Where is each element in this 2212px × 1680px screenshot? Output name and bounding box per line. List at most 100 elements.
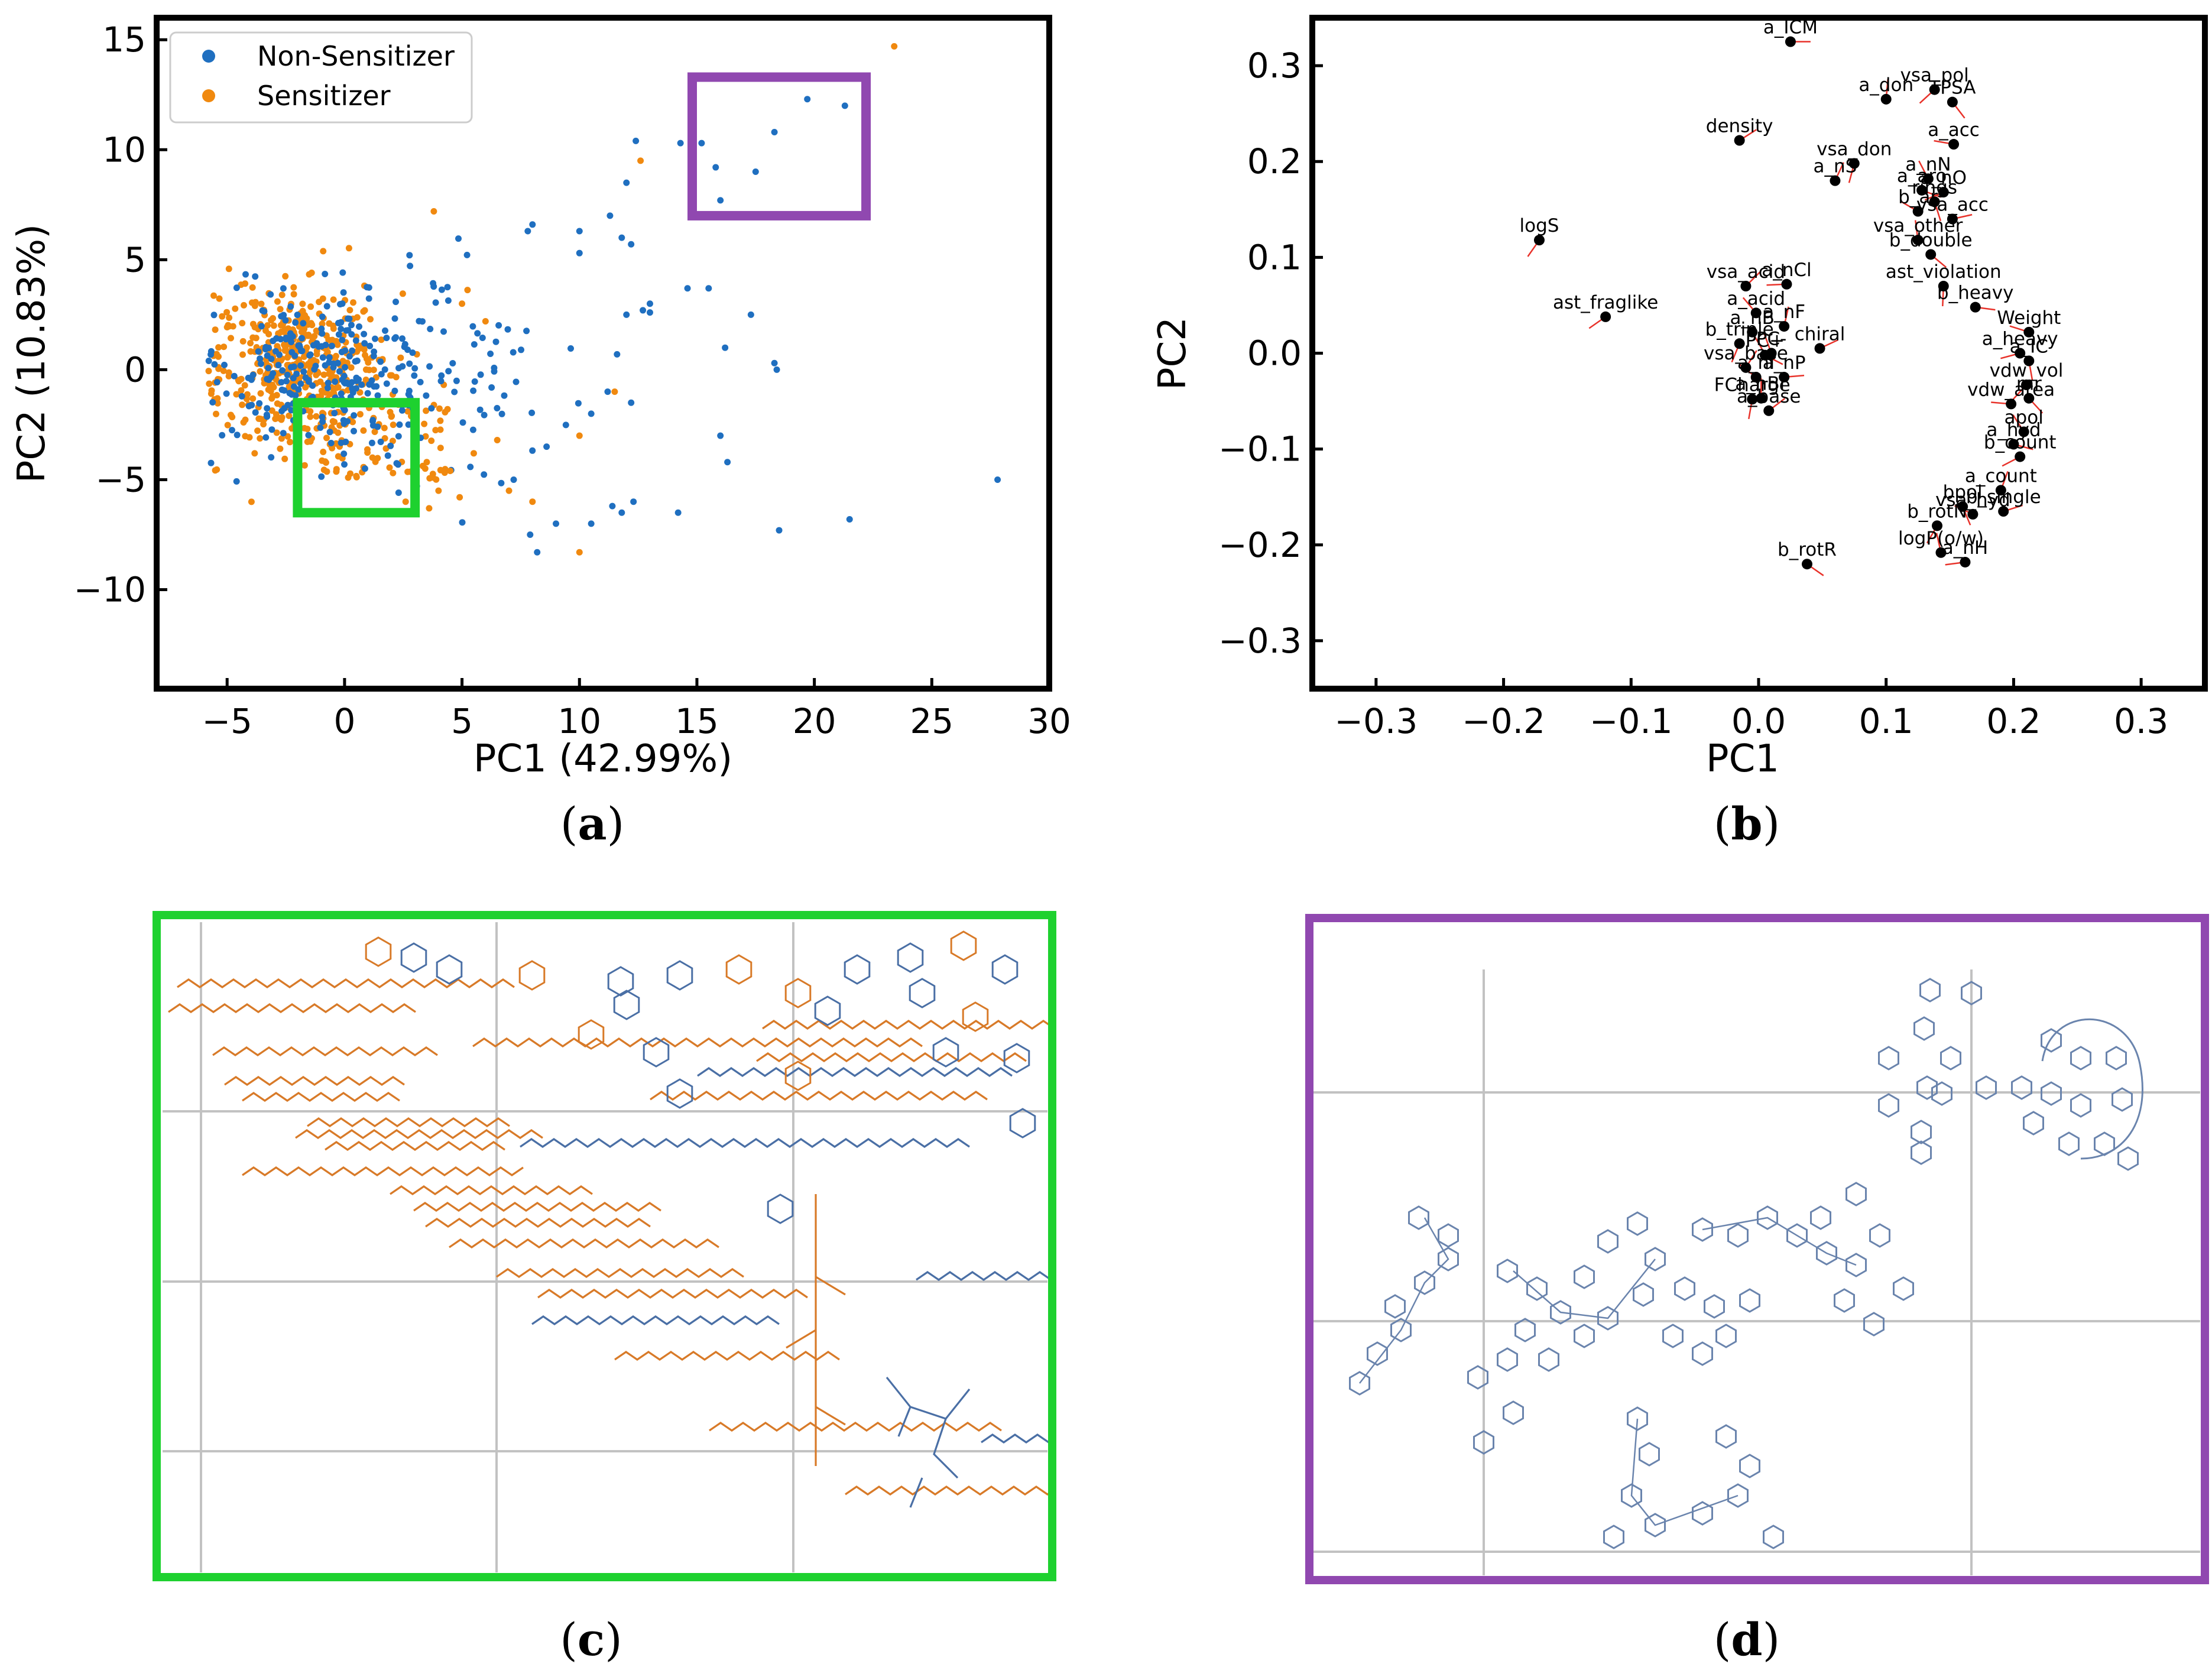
sensitizer-point bbox=[239, 338, 247, 345]
loading-label-vsa_pol: vsa_pol bbox=[1900, 65, 1969, 86]
aromatic-ring-drawing bbox=[1692, 1217, 1713, 1242]
sensitizer-point bbox=[404, 408, 411, 415]
non-sensitizer-point bbox=[438, 372, 445, 379]
aromatic-ring-drawing bbox=[1727, 1483, 1749, 1508]
sensitizer-point bbox=[317, 378, 324, 385]
sensitizer-point bbox=[459, 300, 466, 307]
panel-b-ticks: −0.3 −0.2 −0.1 0.0 0.1 0.2 0.3 −0.3 −0.2 −0.1 0.0 0… bbox=[1218, 46, 2168, 741]
non-sensitizer-point bbox=[378, 371, 385, 378]
non-sensitizer-point bbox=[340, 450, 348, 458]
sensitizer-point bbox=[322, 458, 329, 465]
sensitizer-point bbox=[277, 306, 284, 313]
sensitizer-point bbox=[390, 421, 397, 429]
sensitizer-point bbox=[287, 439, 293, 446]
aromatic-ring-drawing bbox=[1940, 1046, 1961, 1071]
non-sensitizer-point bbox=[258, 323, 265, 330]
non-sensitizer-point bbox=[233, 284, 240, 291]
non-sensitizer-point bbox=[287, 303, 294, 310]
non-sensitizer-point bbox=[213, 379, 220, 385]
aromatic-ring-drawing bbox=[1503, 1400, 1524, 1425]
sensitizer-point bbox=[228, 335, 234, 342]
non-sensitizer-point bbox=[618, 509, 625, 516]
sensitizer-point bbox=[576, 432, 583, 439]
non-sensitizer-point bbox=[513, 378, 520, 385]
sensitizer-point bbox=[242, 416, 249, 423]
loading-point-mr bbox=[2023, 393, 2035, 404]
sensitizer-point bbox=[235, 377, 242, 384]
aromatic-ring-drawing bbox=[1739, 1454, 1760, 1478]
non-sensitizer-point bbox=[471, 378, 478, 385]
non-sensitizer-point bbox=[576, 228, 583, 235]
sensitizer-point bbox=[268, 407, 275, 414]
non-sensitizer-point bbox=[370, 352, 377, 359]
loading-point-b_ar bbox=[1912, 206, 1924, 217]
x-tick-label: 0.1 bbox=[1859, 701, 1913, 741]
loading-point-a_ICM bbox=[1785, 36, 1796, 47]
loading-point-a_nP bbox=[1779, 372, 1790, 383]
non-sensitizer-point bbox=[369, 417, 377, 424]
x-tick-label: 30 bbox=[1027, 701, 1071, 741]
aromatic-ring-drawing bbox=[1810, 1205, 1831, 1230]
non-sensitizer-point bbox=[495, 322, 502, 329]
panel-c-zoom-structures: (c) bbox=[153, 911, 1056, 1666]
loading-point-b_rotR bbox=[1801, 559, 1812, 570]
non-sensitizer-point bbox=[287, 330, 294, 337]
sensitizer-point bbox=[206, 380, 213, 387]
aromatic-ring-drawing bbox=[1639, 1442, 1660, 1467]
sensitizer-point bbox=[432, 427, 439, 434]
non-sensitizer-point bbox=[488, 384, 495, 391]
alkyl-chain-drawing bbox=[531, 1315, 780, 1325]
sensitizer-point bbox=[244, 391, 251, 398]
non-sensitizer-point bbox=[633, 137, 640, 144]
aromatic-ring-drawing bbox=[2070, 1046, 2091, 1071]
aromatic-ring-drawing bbox=[400, 942, 427, 973]
loading-point-a_count bbox=[1995, 485, 2006, 496]
non-sensitizer-point bbox=[331, 410, 338, 417]
alkyl-chain-drawing bbox=[762, 1020, 1052, 1030]
loading-point-bpol bbox=[1957, 501, 1968, 512]
loading-label-ast_violation: ast_violation bbox=[1886, 261, 2002, 283]
non-sensitizer-point bbox=[278, 313, 285, 320]
aromatic-ring-drawing bbox=[1976, 1075, 1997, 1100]
non-sensitizer-point bbox=[346, 353, 353, 360]
sensitizer-point bbox=[238, 387, 245, 394]
non-sensitizer-point bbox=[340, 379, 348, 386]
loading-label-FCharge: FCharge bbox=[1714, 374, 1791, 395]
aromatic-ring-drawing bbox=[1550, 1300, 1571, 1325]
y-tick-label: −0.1 bbox=[1218, 429, 1302, 469]
non-sensitizer-point bbox=[417, 378, 424, 385]
non-sensitizer-point bbox=[262, 434, 270, 441]
aromatic-ring-drawing bbox=[1603, 1525, 1624, 1549]
non-sensitizer-point bbox=[283, 378, 290, 385]
panel-b-x-axis-label: PC1 bbox=[1706, 737, 1779, 781]
sensitizer-point bbox=[402, 498, 409, 505]
non-sensitizer-point bbox=[529, 221, 536, 228]
sensitizer-point bbox=[456, 494, 463, 501]
non-sensitizer-point bbox=[698, 140, 705, 147]
sensitizer-point bbox=[333, 466, 340, 473]
aromatic-ring-drawing bbox=[1497, 1259, 1518, 1283]
aromatic-ring-drawing bbox=[607, 966, 634, 997]
y-tick-label: 0.1 bbox=[1247, 237, 1302, 277]
non-sensitizer-point bbox=[342, 439, 349, 445]
alkyl-chain-drawing bbox=[307, 1117, 510, 1127]
sensitizer-point bbox=[464, 287, 471, 294]
loading-label-ast_fraglike: ast_fraglike bbox=[1553, 292, 1658, 313]
alkyl-chain-drawing bbox=[425, 1218, 651, 1228]
aromatic-ring-drawing bbox=[1919, 978, 1941, 1003]
loading-label-apol: apol bbox=[2005, 407, 2044, 428]
non-sensitizer-point bbox=[277, 336, 284, 343]
aromatic-ring-drawing bbox=[613, 990, 640, 1020]
sensitizer-point bbox=[223, 324, 231, 330]
sensitizer-point bbox=[345, 245, 352, 252]
non-sensitizer-point bbox=[492, 338, 500, 345]
non-sensitizer-point bbox=[406, 387, 413, 394]
non-sensitizer-point bbox=[322, 271, 329, 277]
sensitizer-point bbox=[274, 298, 281, 305]
non-sensitizer-point bbox=[270, 338, 277, 345]
sensitizer-point bbox=[333, 384, 340, 391]
non-sensitizer-point bbox=[391, 387, 398, 394]
non-sensitizer-point bbox=[405, 421, 412, 428]
loading-label-a_nS: a_nS bbox=[1814, 156, 1857, 177]
sensitizer-point bbox=[270, 393, 276, 400]
